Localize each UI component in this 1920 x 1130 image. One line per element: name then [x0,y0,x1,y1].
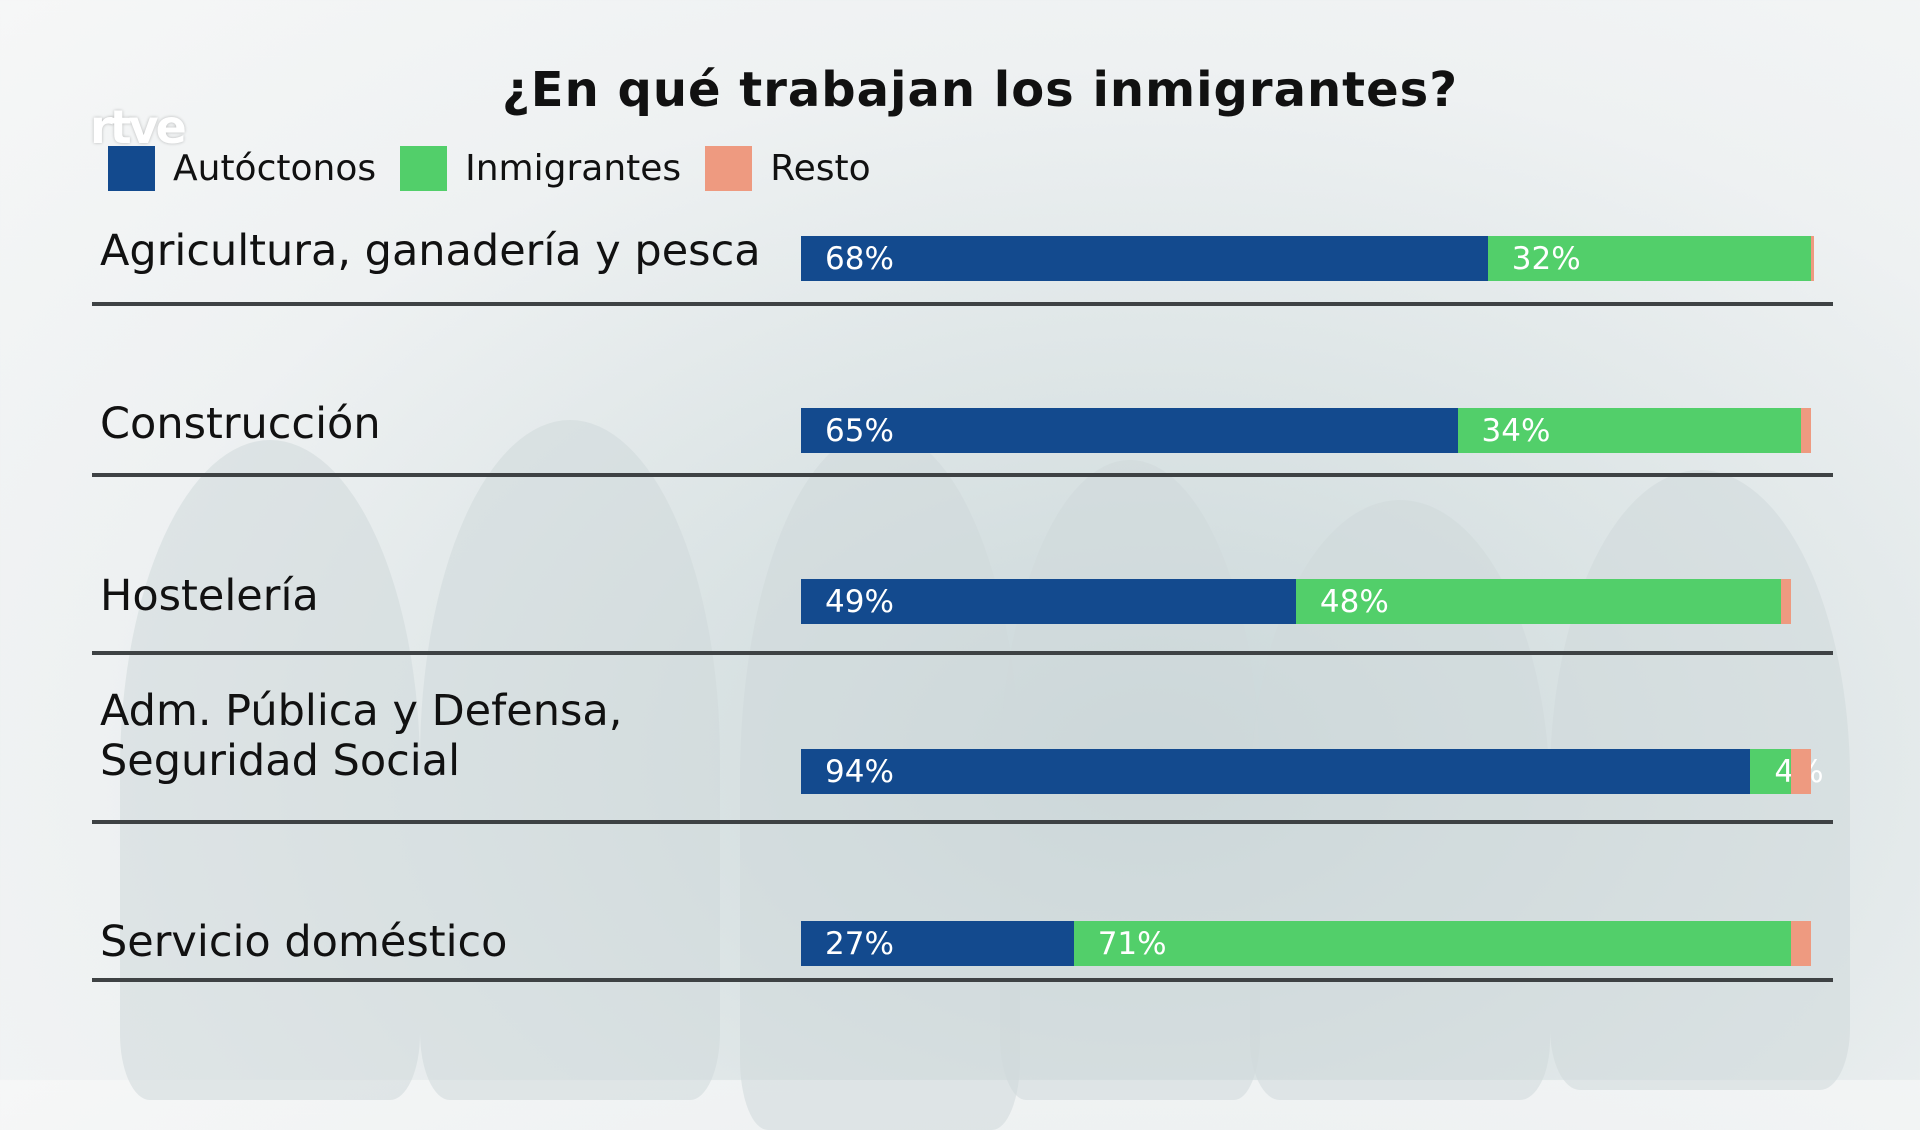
category-label: Agricultura, ganadería y pesca [100,226,761,276]
category-label: Adm. Pública y Defensa, Seguridad Social [100,686,623,786]
data-label: 49% [825,583,894,620]
bar-segment-autctonos: 68% [801,236,1488,281]
data-label: 34% [1481,412,1551,449]
legend: Autóctonos Inmigrantes Resto [108,146,895,191]
row-divider [92,978,1833,982]
bar-segment-resto [1800,408,1811,453]
legend-item-inmigrantes: Inmigrantes [400,146,681,191]
bar-segment-inmigrantes: 34% [1457,408,1801,453]
stacked-bar: 49% 48% [801,579,1791,624]
bar-segment-resto [1790,749,1811,794]
category-label: Construcción [100,399,381,449]
legend-swatch [400,146,448,191]
data-label: 48% [1319,583,1389,620]
bar-segment-autctonos: 94% [801,749,1751,794]
category-label: Servicio doméstico [100,917,508,967]
bar-segment-resto [1790,921,1811,966]
bar-segment-inmigrantes: 48% [1295,579,1781,624]
legend-item-autoctonos: Autóctonos [108,146,376,191]
legend-swatch [108,146,155,191]
legend-swatch [705,146,753,191]
stacked-bar: 65% 34% [801,408,1811,453]
bar-segment-inmigrantes: 4% [1750,749,1824,794]
background-figure [120,440,420,1100]
rtve-logo: rtve [90,100,187,154]
legend-label: Inmigrantes [465,148,682,189]
legend-label: Autóctonos [173,148,377,189]
bar-segment-inmigrantes: 32% [1487,236,1811,281]
chart-title: ¿En qué trabajan los inmigrantes? [501,62,1459,118]
data-label: 32% [1511,240,1581,277]
bar-segment-resto [1780,579,1791,624]
row-divider [92,651,1833,655]
data-label: 94% [825,753,894,790]
stacked-bar: 94% 4% [801,749,1824,794]
row-divider [92,473,1833,477]
bar-segment-autctonos: 27% [801,921,1074,966]
data-label: 65% [825,412,894,449]
background-figure [420,420,720,1100]
data-label: 27% [825,925,894,962]
legend-item-resto: Resto [705,146,871,191]
data-label: 71% [1097,925,1167,962]
bar-segment-inmigrantes: 71% [1073,921,1791,966]
stacked-bar: 27% 71% [801,921,1811,966]
data-label: 68% [825,240,894,277]
row-divider [92,302,1833,306]
bar-segment-autctonos: 49% [801,579,1296,624]
category-label: Hostelería [100,571,319,621]
bar-segment-resto [1810,236,1814,281]
legend-label: Resto [770,148,871,189]
row-divider [92,820,1833,824]
bar-segment-autctonos: 65% [801,408,1458,453]
stacked-bar: 68% 32% [801,236,1814,281]
